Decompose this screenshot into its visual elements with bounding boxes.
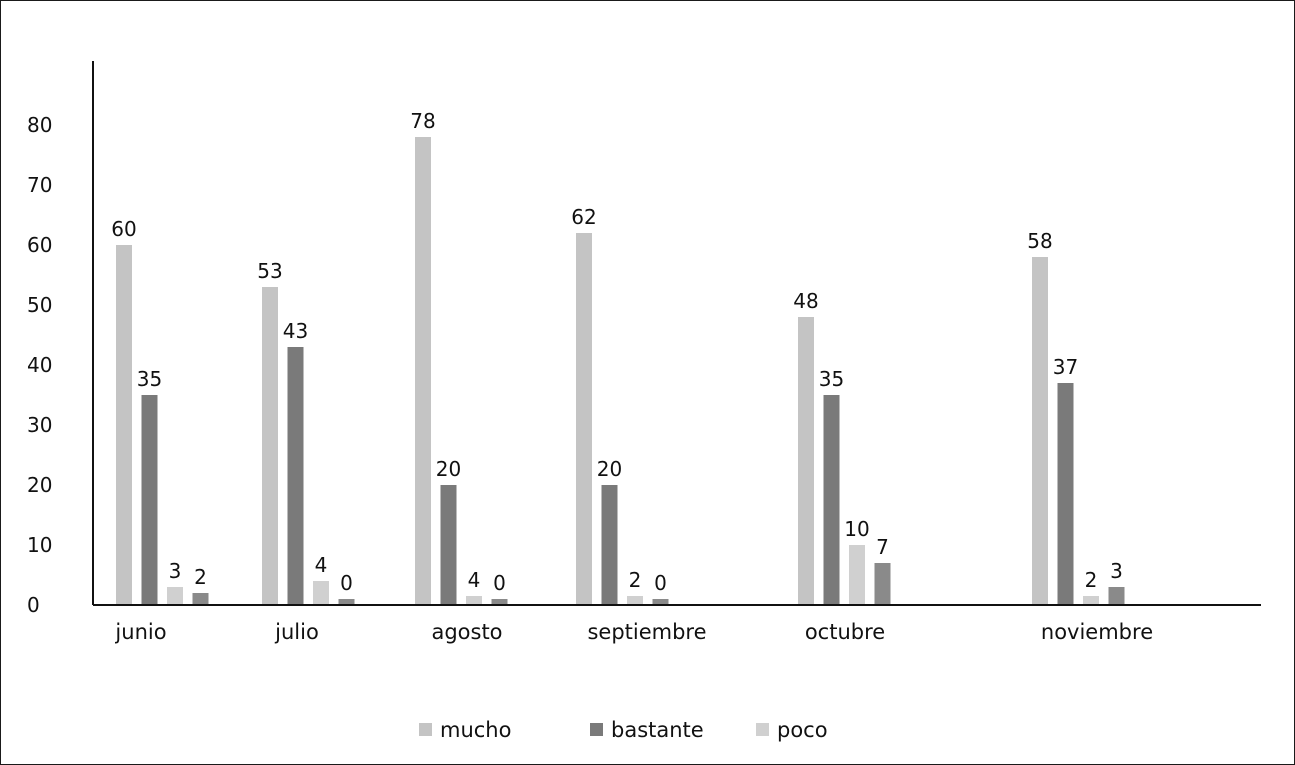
data-label: 2 [629, 568, 642, 592]
legend-swatch [419, 723, 432, 736]
data-label: 48 [793, 289, 818, 313]
bar-bastante-octubre [823, 395, 840, 605]
data-label: 2 [1085, 568, 1098, 592]
bar-poco-julio [313, 581, 329, 605]
x-axis-category-labels: junio julio agosto septiembre octubre noviemb… [114, 620, 1153, 644]
legend-label: bastante [611, 718, 704, 742]
y-axis-ticks: 0 10 20 30 40 50 60 70 80 [27, 113, 52, 617]
legend-label: poco [777, 718, 828, 742]
data-label: 58 [1027, 229, 1052, 253]
data-label: 35 [137, 367, 162, 391]
x-category-label: septiembre [587, 620, 706, 644]
y-tick-label: 30 [27, 413, 52, 437]
bar-mucho-junio [116, 245, 132, 605]
x-category-label: agosto [431, 620, 502, 644]
axes [92, 61, 1261, 606]
bar-poco-agosto [466, 596, 482, 605]
y-tick-label: 40 [27, 353, 52, 377]
data-label: 78 [410, 109, 435, 133]
bars [116, 137, 1125, 605]
bar-series-4-noviembre [1108, 587, 1125, 605]
y-tick-label: 60 [27, 233, 52, 257]
x-category-label: noviembre [1041, 620, 1153, 644]
y-tick-label: 70 [27, 173, 52, 197]
legend-swatch [590, 723, 603, 736]
bar-mucho-octubre [798, 317, 814, 605]
data-label: 0 [654, 571, 667, 595]
x-category-label: julio [274, 620, 319, 644]
bar-poco-octubre [849, 545, 865, 605]
y-tick-label: 20 [27, 473, 52, 497]
y-tick-label: 50 [27, 293, 52, 317]
bar-bastante-junio [141, 395, 158, 605]
data-label: 53 [257, 259, 282, 283]
data-label: 4 [315, 553, 328, 577]
bar-series-4-junio [192, 593, 209, 605]
data-label: 35 [819, 367, 844, 391]
data-label: 43 [283, 319, 308, 343]
data-label: 2 [194, 565, 207, 589]
bar-mucho-agosto [415, 137, 431, 605]
data-label: 0 [493, 571, 506, 595]
bar-poco-junio [167, 587, 183, 605]
data-label: 4 [468, 568, 481, 592]
bar-poco-septiembre [627, 596, 643, 605]
data-label: 3 [169, 559, 182, 583]
data-label: 10 [844, 517, 869, 541]
bar-series-4-octubre [874, 563, 891, 605]
bar-series-4-julio [338, 599, 355, 605]
x-category-label: junio [114, 620, 166, 644]
data-label: 20 [597, 457, 622, 481]
legend-swatch [756, 723, 769, 736]
data-label: 60 [111, 217, 136, 241]
data-label: 3 [1110, 559, 1123, 583]
data-label: 20 [436, 457, 461, 481]
data-label: 62 [571, 205, 596, 229]
bar-mucho-julio [262, 287, 278, 605]
legend: mucho bastante poco [419, 718, 828, 742]
bar-poco-noviembre [1083, 596, 1099, 605]
bar-bastante-julio [287, 347, 304, 605]
bar-bastante-agosto [440, 485, 457, 605]
y-tick-label: 80 [27, 113, 52, 137]
legend-label: mucho [440, 718, 511, 742]
y-tick-label: 0 [27, 593, 40, 617]
bar-series-4-septiembre [652, 599, 669, 605]
bar-bastante-noviembre [1057, 383, 1074, 605]
data-label: 7 [876, 535, 889, 559]
bar-series-4-agosto [491, 599, 508, 605]
x-category-label: octubre [805, 620, 885, 644]
bar-mucho-noviembre [1032, 257, 1048, 605]
y-tick-label: 10 [27, 533, 52, 557]
data-label: 37 [1053, 355, 1078, 379]
data-label: 0 [340, 571, 353, 595]
bar-mucho-septiembre [576, 233, 592, 605]
bar-bastante-septiembre [601, 485, 618, 605]
